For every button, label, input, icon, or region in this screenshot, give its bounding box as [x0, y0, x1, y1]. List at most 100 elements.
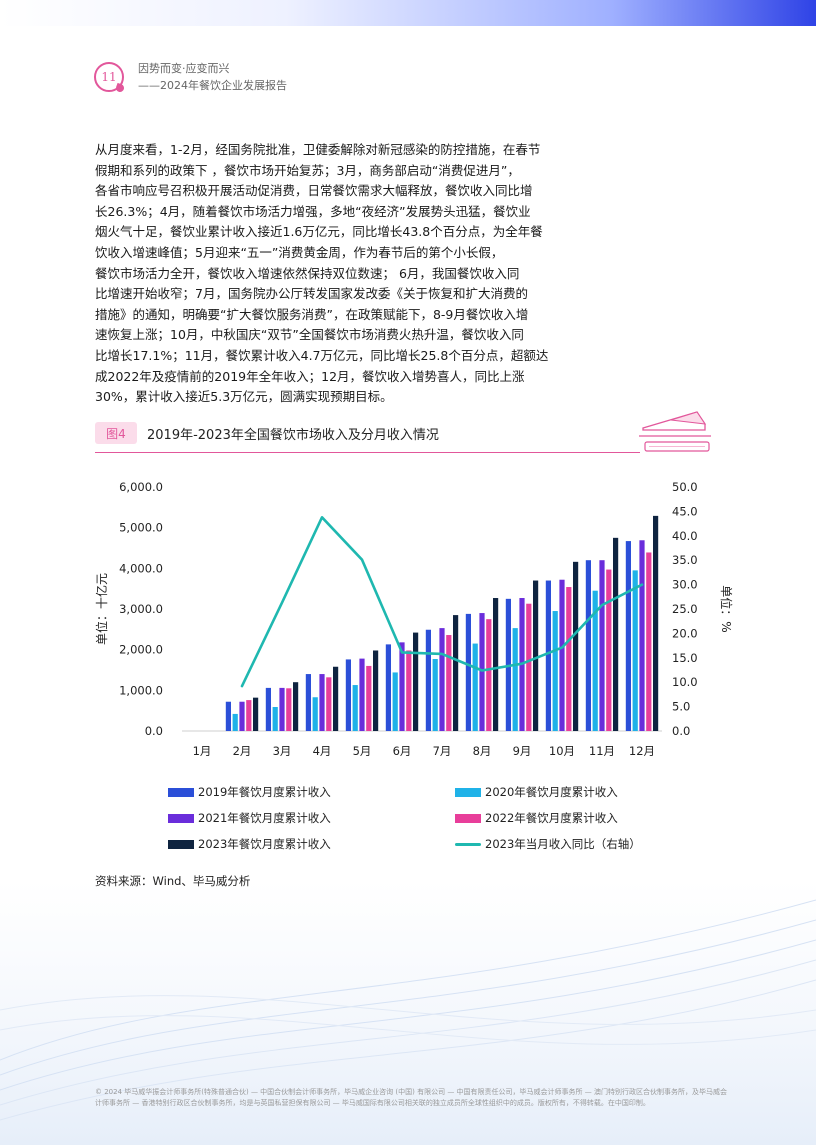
y-tick-label: 5,000.0 — [119, 521, 163, 535]
bar — [253, 697, 259, 731]
bar — [413, 632, 419, 731]
bar — [585, 560, 591, 731]
bar — [406, 650, 412, 731]
legend-label: 2019年餐饮月度累计收入 — [198, 785, 331, 799]
y2-tick-label: 5.0 — [672, 700, 690, 714]
bar — [639, 540, 645, 731]
legend-color-swatch — [168, 839, 194, 849]
legend-label: 2023年餐饮月度累计收入 — [198, 837, 331, 851]
y2-tick-label: 35.0 — [672, 553, 698, 567]
body-line: 饮收入增速峰值；5月迎来“五一”消费黄金周，作为春节后的第个小长假， — [95, 244, 504, 260]
body-line: 成2022年及疫情前的2019年全年收入；12月，餐饮收入增势喜人，同比上涨 — [95, 368, 525, 384]
bar — [246, 700, 252, 731]
bar — [632, 570, 638, 731]
bar — [533, 580, 539, 731]
bar — [606, 569, 612, 731]
bar — [479, 613, 485, 731]
y-tick-label: 4,000.0 — [119, 561, 163, 575]
x-tick-label: 7月 — [433, 744, 452, 758]
bar — [265, 687, 271, 731]
bar — [526, 603, 532, 731]
bar — [472, 643, 478, 731]
bar — [446, 635, 452, 731]
figure-title: 2019年-2023年全国餐饮市场收入及分月收入情况 — [147, 428, 439, 443]
legend-color-swatch — [455, 787, 481, 797]
bar — [599, 560, 605, 731]
legend-item: 2023年当月收入同比（右轴） — [455, 836, 641, 852]
top-gradient-bar — [0, 0, 816, 26]
y-axis-label: 单位：十亿元 — [94, 573, 109, 645]
y2-tick-label: 40.0 — [672, 529, 698, 543]
legend-item: 2020年餐饮月度累计收入 — [455, 784, 618, 800]
y-tick-label: 6,000.0 — [119, 480, 163, 494]
bar — [486, 619, 492, 731]
bar — [573, 561, 579, 731]
bar — [352, 685, 358, 731]
bar — [653, 515, 659, 731]
legend-item: 2022年餐饮月度累计收入 — [455, 810, 618, 826]
x-tick-label: 11月 — [589, 744, 615, 758]
legend-line-swatch — [455, 842, 481, 846]
bar — [305, 674, 311, 731]
bar — [225, 701, 231, 731]
bar — [366, 665, 372, 731]
bar — [559, 579, 565, 731]
bar — [465, 613, 471, 731]
legend-label: 2021年餐饮月度累计收入 — [198, 811, 331, 825]
x-tick-label: 4月 — [313, 744, 332, 758]
y2-tick-label: 30.0 — [672, 578, 698, 592]
bar — [566, 587, 572, 731]
bar — [432, 659, 438, 731]
bar — [493, 598, 499, 731]
bar — [439, 628, 445, 731]
bar — [312, 697, 318, 731]
yoy-growth-line — [240, 515, 644, 688]
bar — [399, 642, 405, 731]
x-tick-label: 6月 — [393, 744, 412, 758]
y-tick-label: 0.0 — [145, 724, 163, 738]
x-tick-label: 10月 — [549, 744, 575, 758]
header-line-1: 因势而变·应变而兴 — [138, 62, 230, 75]
legend-label: 2022年餐饮月度累计收入 — [485, 811, 618, 825]
bar — [279, 687, 285, 731]
cake-decoration-icon — [639, 411, 711, 452]
y2-tick-label: 15.0 — [672, 651, 698, 665]
bar — [345, 659, 351, 731]
figure-tag: 图4 — [95, 422, 137, 444]
legend-item: 2019年餐饮月度累计收入 — [168, 784, 331, 800]
page-badge-decoration — [114, 82, 126, 94]
x-tick-label: 1月 — [193, 744, 212, 758]
body-line: 速恢复上涨；10月，中秋国庆“双节”全国餐饮市场消费火热升温，餐饮收入同 — [95, 327, 524, 343]
bar — [646, 552, 652, 731]
bar — [333, 666, 339, 731]
body-line: 各省市响应号召积极开展活动促消费，日常餐饮需求大幅释放，餐饮收入同比增 — [95, 183, 533, 199]
bar — [239, 701, 245, 731]
body-line: 从月度来看，1-2月，经国务院批准，卫健委解除对新冠感染的防控措施，在春节 — [95, 142, 541, 157]
body-line: 比增速开始收窄；7月，国务院办公厅转发国家发改委《关于恢复和扩大消费的 — [95, 286, 528, 302]
body-line: 假期和系列的政策下 ，餐饮市场开始复苏；3月，商务部启动“消费促进月”， — [95, 162, 520, 178]
bar — [293, 682, 299, 731]
x-tick-label: 9月 — [513, 744, 532, 758]
bar — [552, 611, 558, 731]
y-tick-label: 1,000.0 — [119, 683, 163, 697]
x-tick-label: 3月 — [273, 744, 292, 758]
y2-tick-label: 50.0 — [672, 480, 698, 494]
bar — [272, 707, 278, 731]
body-line: 长26.3%；4月，随着餐饮市场活力增强，多地“夜经济”发展势头迅猛，餐饮业 — [95, 203, 531, 219]
x-tick-label: 2月 — [233, 744, 252, 758]
y2-tick-label: 20.0 — [672, 626, 698, 640]
copyright-footer: © 2024 毕马威华振会计师事务所(特殊普通合伙) — 中国合伙制会计师事务所… — [95, 1088, 727, 1107]
bar — [359, 658, 365, 731]
body-line: 餐饮市场活力全开，餐饮收入增速依然保持双位数速； 6月，我国餐饮收入同 — [95, 265, 520, 281]
x-tick-label: 12月 — [629, 744, 655, 758]
body-line: 烟火气十足，餐饮业累计收入接近1.6万亿元，同比增长43.8个百分点，为全年餐 — [95, 224, 543, 240]
body-line: 措施》的通知，明确要“扩大餐饮服务消费”，在政策赋能下，8-9月餐饮收入增 — [95, 306, 529, 322]
y-tick-label: 2,000.0 — [119, 643, 163, 657]
page-number-badge: 11 — [94, 62, 124, 92]
y2-tick-label: 45.0 — [672, 504, 698, 518]
legend-label: 2020年餐饮月度累计收入 — [485, 785, 618, 799]
x-tick-label: 8月 — [473, 744, 492, 758]
bar — [286, 688, 292, 731]
y2-axis-label: 单位：% — [719, 585, 734, 632]
bar — [385, 644, 391, 731]
